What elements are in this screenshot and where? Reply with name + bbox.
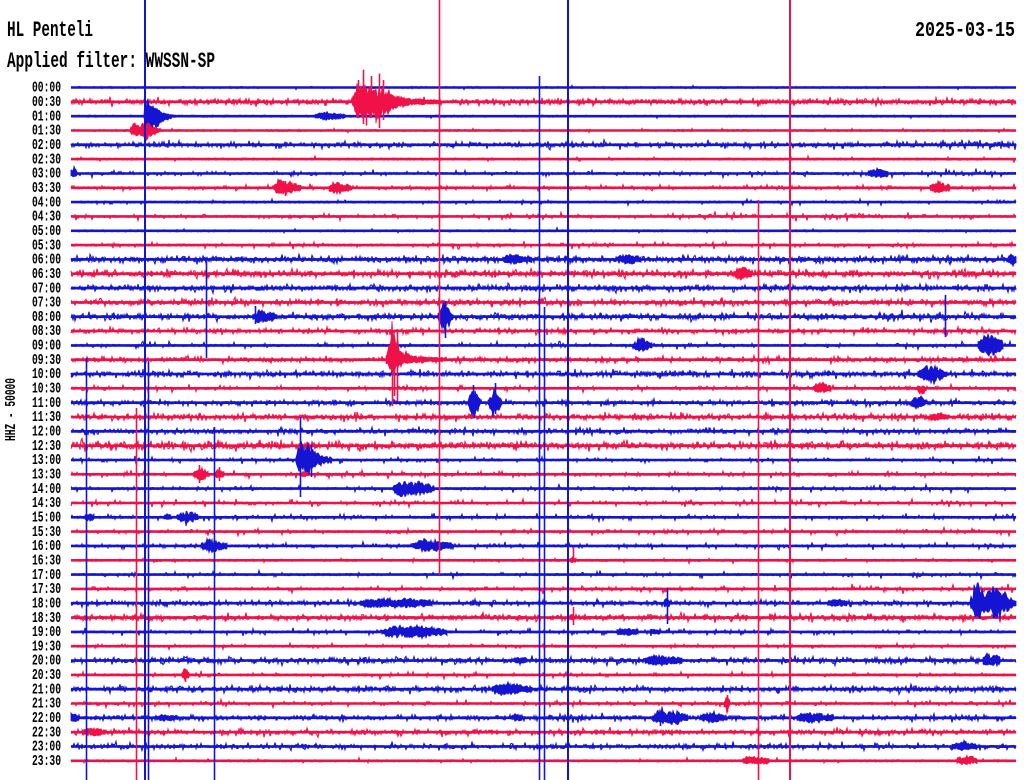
svg-text:07:00: 07:00 bbox=[32, 281, 61, 297]
svg-text:07:30: 07:30 bbox=[32, 296, 61, 312]
svg-text:21:00: 21:00 bbox=[32, 682, 61, 698]
svg-text:16:30: 16:30 bbox=[32, 554, 61, 570]
svg-text:11:00: 11:00 bbox=[32, 396, 61, 412]
svg-text:17:30: 17:30 bbox=[32, 582, 61, 598]
svg-text:17:00: 17:00 bbox=[32, 568, 61, 584]
svg-text:14:00: 14:00 bbox=[32, 482, 61, 498]
svg-text:18:00: 18:00 bbox=[32, 596, 61, 612]
svg-text:03:00: 03:00 bbox=[32, 167, 61, 183]
svg-text:08:30: 08:30 bbox=[32, 324, 61, 340]
svg-text:05:00: 05:00 bbox=[32, 224, 61, 240]
svg-text:2025-03-15: 2025-03-15 bbox=[915, 19, 1015, 43]
svg-text:06:00: 06:00 bbox=[32, 253, 61, 269]
svg-text:13:00: 13:00 bbox=[32, 453, 61, 469]
svg-text:00:00: 00:00 bbox=[32, 81, 61, 97]
svg-text:22:00: 22:00 bbox=[32, 711, 61, 727]
svg-text:15:00: 15:00 bbox=[32, 511, 61, 527]
svg-text:12:30: 12:30 bbox=[32, 439, 61, 455]
svg-text:16:00: 16:00 bbox=[32, 539, 61, 555]
svg-text:08:00: 08:00 bbox=[32, 310, 61, 326]
svg-text:23:30: 23:30 bbox=[32, 754, 61, 770]
svg-text:00:30: 00:30 bbox=[32, 95, 61, 111]
svg-text:20:30: 20:30 bbox=[32, 668, 61, 684]
svg-text:11:30: 11:30 bbox=[32, 410, 61, 426]
svg-text:23:00: 23:00 bbox=[32, 740, 61, 756]
svg-text:01:30: 01:30 bbox=[32, 124, 61, 140]
svg-text:14:30: 14:30 bbox=[32, 496, 61, 512]
svg-text:19:00: 19:00 bbox=[32, 625, 61, 641]
svg-text:HL Penteli: HL Penteli bbox=[7, 17, 93, 43]
svg-text:09:00: 09:00 bbox=[32, 339, 61, 355]
svg-text:10:30: 10:30 bbox=[32, 382, 61, 398]
svg-text:22:30: 22:30 bbox=[32, 725, 61, 741]
svg-text:09:30: 09:30 bbox=[32, 353, 61, 369]
svg-text:05:30: 05:30 bbox=[32, 238, 61, 254]
svg-text:02:30: 02:30 bbox=[32, 152, 61, 168]
svg-text:18:30: 18:30 bbox=[32, 611, 61, 627]
svg-text:04:00: 04:00 bbox=[32, 195, 61, 211]
svg-text:04:30: 04:30 bbox=[32, 210, 61, 226]
svg-text:Applied filter: WWSSN-SP: Applied filter: WWSSN-SP bbox=[7, 48, 215, 74]
svg-text:01:00: 01:00 bbox=[32, 109, 61, 125]
svg-text:19:30: 19:30 bbox=[32, 639, 61, 655]
svg-text:15:30: 15:30 bbox=[32, 525, 61, 541]
svg-text:03:30: 03:30 bbox=[32, 181, 61, 197]
svg-text:02:00: 02:00 bbox=[32, 138, 61, 154]
svg-text:21:30: 21:30 bbox=[32, 697, 61, 713]
svg-text:13:30: 13:30 bbox=[32, 468, 61, 484]
svg-text:20:00: 20:00 bbox=[32, 654, 61, 670]
svg-text:10:00: 10:00 bbox=[32, 367, 61, 383]
svg-text:12:00: 12:00 bbox=[32, 425, 61, 441]
svg-text:HHZ - 50000: HHZ - 50000 bbox=[4, 378, 20, 441]
svg-text:06:30: 06:30 bbox=[32, 267, 61, 283]
